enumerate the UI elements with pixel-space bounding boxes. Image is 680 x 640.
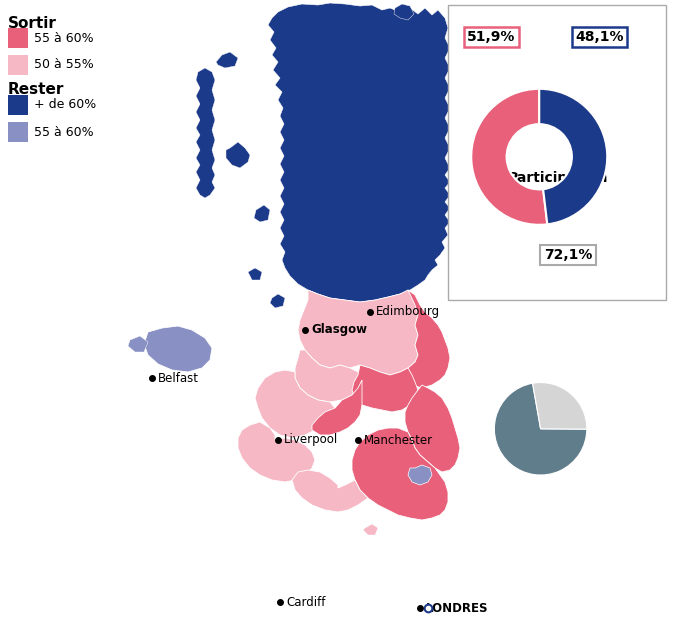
Polygon shape (292, 470, 368, 512)
Polygon shape (238, 422, 315, 482)
Polygon shape (363, 524, 378, 535)
Polygon shape (312, 380, 362, 435)
Text: 51,9%: 51,9% (467, 30, 515, 44)
Polygon shape (216, 52, 238, 68)
Polygon shape (352, 365, 418, 412)
Text: Belfast: Belfast (158, 371, 199, 385)
Text: LONDRES: LONDRES (426, 602, 488, 614)
Polygon shape (268, 3, 450, 302)
Polygon shape (405, 385, 460, 472)
Text: Sortir: Sortir (8, 16, 57, 31)
Text: Edimbourg: Edimbourg (376, 305, 440, 319)
Polygon shape (248, 268, 262, 280)
Text: Cardiff: Cardiff (286, 595, 325, 609)
Polygon shape (270, 294, 285, 308)
Polygon shape (298, 290, 420, 375)
Polygon shape (394, 4, 414, 20)
Text: 55 à 60%: 55 à 60% (34, 125, 94, 138)
Polygon shape (226, 142, 250, 168)
Text: Participation: Participation (508, 171, 608, 185)
Polygon shape (254, 205, 270, 222)
Wedge shape (539, 89, 607, 224)
Polygon shape (196, 68, 215, 198)
Polygon shape (352, 428, 448, 520)
Polygon shape (255, 370, 335, 438)
Text: + de 60%: + de 60% (34, 99, 97, 111)
Bar (8, 55, 28, 75)
Text: Rester: Rester (8, 82, 65, 97)
Text: Manchester: Manchester (364, 433, 433, 447)
Bar (8, 28, 28, 48)
Wedge shape (532, 383, 587, 429)
Polygon shape (128, 336, 148, 352)
Text: 48,1%: 48,1% (575, 30, 624, 44)
Polygon shape (144, 326, 212, 372)
Wedge shape (494, 383, 587, 475)
Text: 72,1%: 72,1% (544, 248, 592, 262)
Polygon shape (400, 290, 450, 388)
Polygon shape (295, 350, 362, 402)
Bar (448, 5, 666, 300)
Text: 55 à 60%: 55 à 60% (34, 31, 94, 45)
Bar (8, 95, 28, 115)
Polygon shape (408, 465, 432, 485)
Text: Liverpool: Liverpool (284, 433, 338, 447)
Bar (8, 122, 28, 142)
Wedge shape (471, 89, 547, 225)
Text: 50 à 55%: 50 à 55% (34, 58, 94, 72)
Text: Glasgow: Glasgow (311, 323, 367, 337)
